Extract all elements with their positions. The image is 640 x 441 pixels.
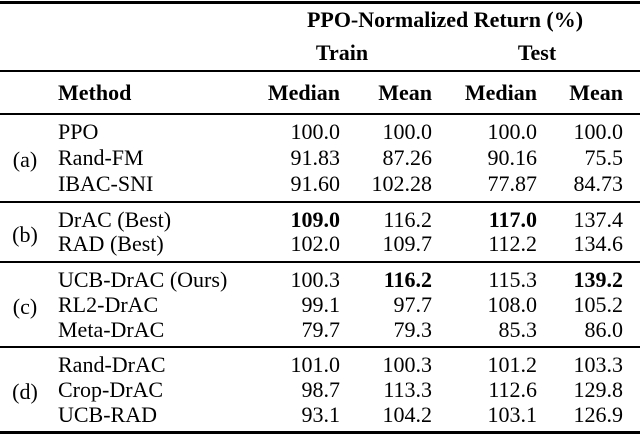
table-row: (a) PPO 100.0 100.0 100.0 100.0: [0, 114, 640, 171]
group-d: (d) Rand-DrAC 101.0 100.3 101.2 103.3 Cr…: [0, 347, 640, 433]
method-name: UCB-RAD: [58, 402, 158, 427]
method-name: RAD (Best): [58, 232, 164, 257]
value-cell: 79.7: [301, 317, 341, 342]
col-header-train-median: Median: [267, 79, 340, 105]
value-cell: 126.9: [573, 402, 624, 427]
value-cell: 100.0: [487, 119, 538, 145]
value-cell: 137.4: [573, 207, 624, 232]
group-b: (b) DrAC (Best) 109.0 116.2 117.0 137.4 …: [0, 202, 640, 262]
method-name: RL2-DrAC: [58, 292, 159, 317]
method-name: PPO: [58, 119, 99, 145]
value-cell: 86.0: [584, 317, 624, 342]
table-row: Method Median Mean Median Mean: [0, 71, 640, 114]
method-name: IBAC-SNI: [58, 171, 154, 197]
table-row: RAD (Best) 102.0 109.7 112.2 134.6: [0, 232, 640, 262]
table-row: IBAC-SNI 91.60 102.28 77.87 84.73: [0, 171, 640, 202]
group-label: (a): [12, 147, 38, 173]
col-header-train-mean: Mean: [378, 79, 432, 105]
group-label: (b): [12, 221, 38, 247]
group-a: (a) PPO 100.0 100.0 100.0 100.0 Rand-FM …: [0, 114, 640, 202]
value-cell: 79.3: [393, 317, 433, 342]
col-header-test-median: Median: [464, 79, 537, 105]
value-cell: 84.73: [573, 171, 624, 197]
value-cell: 75.5: [584, 145, 624, 171]
value-cell: 85.3: [498, 317, 538, 342]
method-name: Rand-FM: [58, 145, 144, 171]
value-cell: 117.0: [488, 207, 537, 232]
value-cell: 102.28: [371, 171, 433, 197]
value-cell: 100.3: [290, 266, 341, 292]
value-cell: 100.3: [382, 351, 433, 377]
value-cell: 109.0: [290, 207, 341, 232]
method-name: UCB-DrAC (Ours): [58, 266, 228, 292]
value-cell: 129.8: [573, 377, 624, 402]
method-name: Meta-DrAC: [58, 317, 165, 342]
value-cell: 97.7: [393, 292, 433, 317]
group-label: (c): [12, 293, 38, 319]
value-cell: 100.0: [573, 119, 624, 145]
value-cell: 115.3: [488, 266, 537, 292]
value-cell: 91.83: [290, 145, 341, 171]
value-cell: 98.7: [301, 377, 341, 402]
value-cell: 134.6: [573, 232, 624, 257]
spacer-cell: [0, 3, 250, 37]
value-cell: 91.60: [290, 171, 341, 197]
method-name: Rand-DrAC: [58, 351, 166, 377]
value-cell: 116.2: [383, 207, 432, 232]
value-cell: 100.0: [290, 119, 341, 145]
table-row: RL2-DrAC 99.1 97.7 108.0 105.2: [0, 292, 640, 317]
value-cell: 102.0: [290, 232, 341, 257]
value-cell: 104.2: [382, 402, 433, 427]
value-cell: 139.2: [573, 266, 624, 292]
table-row: UCB-RAD 93.1 104.2 103.1 126.9: [0, 402, 640, 433]
spacer-cell: [0, 36, 250, 71]
method-column-header: Method: [58, 79, 132, 105]
value-cell: 103.1: [487, 402, 538, 427]
column-header-row: Method Median Mean Median Mean: [0, 71, 640, 114]
value-cell: 87.26: [382, 145, 433, 171]
table-row: (d) Rand-DrAC 101.0 100.3 101.2 103.3: [0, 347, 640, 403]
value-cell: 77.87: [487, 171, 538, 197]
method-name: Crop-DrAC: [58, 377, 164, 402]
table-row: PPO-Normalized Return (%): [0, 3, 640, 37]
table-row: (c) UCB-DrAC (Ours) 100.3 116.2 115.3 13…: [0, 262, 640, 318]
train-header: Train: [315, 40, 369, 66]
value-cell: 100.0: [382, 119, 433, 145]
value-cell: 93.1: [301, 402, 341, 427]
group-label: (d): [12, 378, 38, 404]
table-row: Crop-DrAC 98.7 113.3 112.6 129.8: [0, 377, 640, 402]
value-cell: 108.0: [487, 292, 538, 317]
value-cell: 103.3: [573, 351, 624, 377]
value-cell: 112.2: [488, 232, 537, 257]
value-cell: 112.6: [488, 377, 537, 402]
test-header: Test: [517, 40, 557, 66]
value-cell: 105.2: [573, 292, 624, 317]
col-header-test-mean: Mean: [569, 79, 624, 105]
table-row: (b) DrAC (Best) 109.0 116.2 117.0 137.4: [0, 202, 640, 246]
value-cell: 116.2: [383, 266, 432, 292]
value-cell: 101.2: [487, 351, 538, 377]
value-cell: 109.7: [382, 232, 433, 257]
table-header: PPO-Normalized Return (%) Train Test: [0, 3, 640, 71]
value-cell: 99.1: [301, 292, 341, 317]
value-cell: 113.3: [383, 377, 432, 402]
table-row: Train Test: [0, 36, 640, 71]
value-cell: 101.0: [290, 351, 341, 377]
spacer-cell: [0, 71, 50, 114]
table-row: Meta-DrAC 79.7 79.3 85.3 86.0: [0, 317, 640, 347]
group-c: (c) UCB-DrAC (Ours) 100.3 116.2 115.3 13…: [0, 262, 640, 347]
table-title: PPO-Normalized Return (%): [306, 7, 584, 33]
value-cell: 90.16: [487, 145, 538, 171]
method-name: DrAC (Best): [58, 207, 172, 232]
table-row: Rand-FM 91.83 87.26 90.16 75.5: [0, 145, 640, 171]
